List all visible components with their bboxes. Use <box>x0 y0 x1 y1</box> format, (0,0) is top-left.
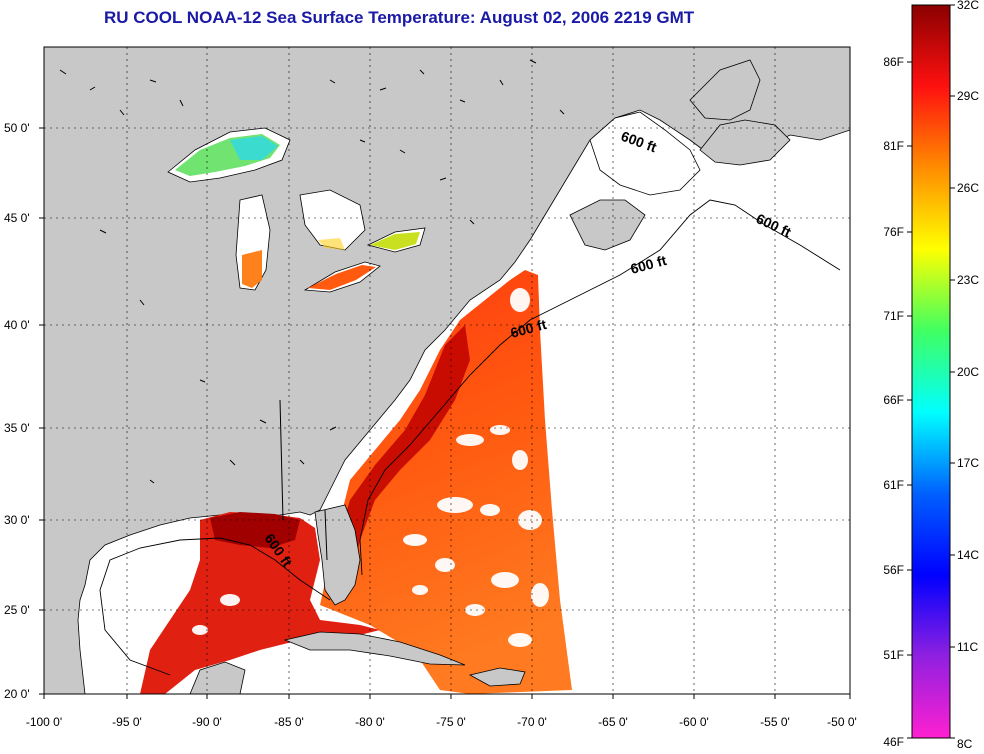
longitude-labels: -100 0' -95 0' -90 0' -85 0' -80 0' -75 … <box>26 715 857 729</box>
small-lakes <box>59 59 565 561</box>
lon-label: -65 0' <box>598 715 628 729</box>
colorbar-celsius-labels: 32C 29C 26C 23C 20C 17C 14C 11C 8C <box>957 0 979 751</box>
lat-label: 45 0' <box>4 211 30 225</box>
lon-label: -60 0' <box>679 715 709 729</box>
sst-atlantic-swath <box>320 270 572 694</box>
lon-label: -50 0' <box>827 715 857 729</box>
fahrenheit-label: 81F <box>883 139 904 153</box>
celsius-label: 20C <box>957 365 979 379</box>
land-gaspe <box>689 59 761 121</box>
sst-gulf-of-mexico <box>140 512 380 694</box>
colorbar-fahrenheit-labels: 86F 81F 76F 71F 66F 61F 56F 51F 46F <box>883 55 904 749</box>
sst-lake-superior-cool <box>230 136 278 160</box>
lon-label: -95 0' <box>112 715 142 729</box>
fahrenheit-label: 86F <box>883 55 904 69</box>
land-nova-scotia <box>569 199 646 251</box>
fahrenheit-label: 46F <box>883 735 904 749</box>
land-yucatan <box>189 661 246 694</box>
tick-marks <box>39 127 851 699</box>
lat-label: 25 0' <box>4 603 30 617</box>
land-hispaniola <box>468 667 526 687</box>
lon-label: -55 0' <box>760 715 790 729</box>
colorbar-ticks <box>907 4 955 739</box>
fahrenheit-label: 51F <box>883 648 904 662</box>
lat-label: 30 0' <box>4 513 30 527</box>
lat-label: 40 0' <box>4 318 30 332</box>
lat-label: 50 0' <box>4 121 30 135</box>
lat-label: 20 0' <box>4 687 30 701</box>
fahrenheit-label: 66F <box>883 393 904 407</box>
latitude-labels: 50 0' 45 0' 40 0' 35 0' 30 0' 25 0' 20 0… <box>4 121 30 701</box>
fahrenheit-label: 56F <box>883 563 904 577</box>
celsius-label: 26C <box>957 181 979 195</box>
celsius-label: 11C <box>957 640 978 654</box>
colorbar <box>911 4 951 739</box>
celsius-label: 17C <box>957 456 979 470</box>
lon-label: -100 0' <box>26 715 62 729</box>
celsius-label: 23C <box>957 273 979 287</box>
fahrenheit-label: 76F <box>883 225 904 239</box>
lon-label: -85 0' <box>274 715 304 729</box>
land-newfoundland <box>699 119 791 166</box>
sst-lake-michigan <box>242 250 262 288</box>
land-cuba <box>283 631 466 666</box>
lon-label: -70 0' <box>517 715 547 729</box>
sst-gulf-north-hot <box>210 512 300 548</box>
gulf-st-lawrence <box>589 111 701 196</box>
lon-label: -80 0' <box>355 715 385 729</box>
lon-label: -75 0' <box>436 715 466 729</box>
fahrenheit-label: 71F <box>883 309 904 323</box>
celsius-label: 8C <box>957 737 973 751</box>
lake-huron <box>299 189 366 251</box>
gridlines <box>44 47 850 694</box>
celsius-label: 29C <box>957 89 979 103</box>
sst-coastal-warm-band <box>330 325 470 600</box>
sst-lake-erie <box>308 265 376 290</box>
sst-lake-ontario <box>370 232 420 250</box>
lat-label: 35 0' <box>4 421 30 435</box>
celsius-label: 32C <box>957 0 979 12</box>
depth-contour-600ft <box>99 199 841 676</box>
plot-frame <box>43 46 851 695</box>
fahrenheit-label: 61F <box>883 478 904 492</box>
sst-lake-huron <box>318 238 345 250</box>
celsius-label: 14C <box>957 548 979 562</box>
map-title: RU COOL NOAA-12 Sea Surface Temperature:… <box>104 8 695 27</box>
lon-label: -90 0' <box>192 715 222 729</box>
